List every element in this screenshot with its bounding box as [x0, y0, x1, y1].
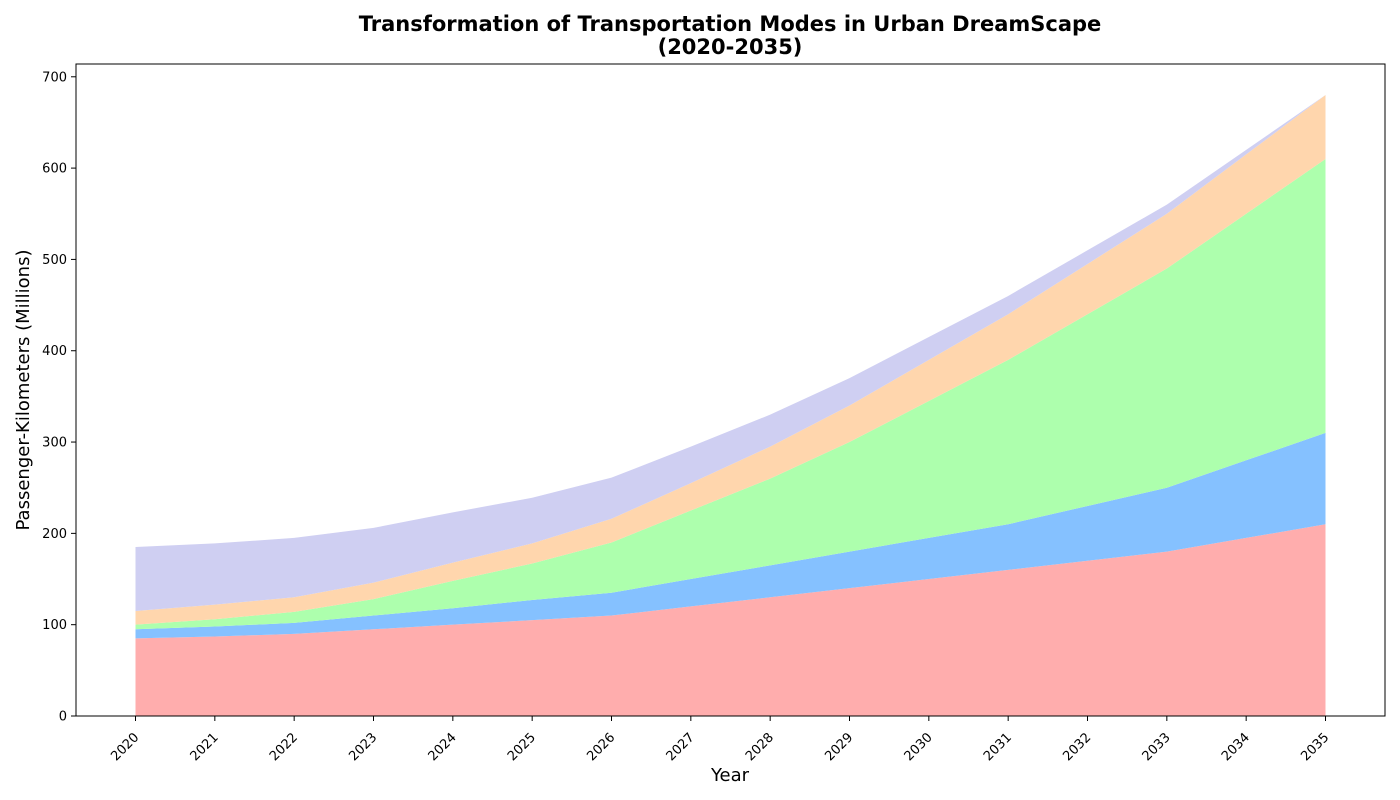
- x-tick-label: 2027: [664, 730, 698, 764]
- chart-title-line-1: Transformation of Transportation Modes i…: [359, 12, 1102, 36]
- plot-frame: [75, 63, 1386, 717]
- x-tick-label: 2022: [267, 730, 301, 764]
- area-series-5: [135, 95, 1326, 611]
- x-tick-label: 2031: [981, 730, 1015, 764]
- x-tick-label: 2028: [743, 730, 777, 764]
- y-tick-label: 600: [42, 162, 67, 177]
- axes-layer: [75, 63, 1386, 717]
- x-tick-label: 2021: [188, 730, 222, 764]
- y-tick-label: 700: [42, 70, 67, 85]
- x-axis-label: Year: [710, 765, 750, 786]
- chart-title-line-2: (2020-2035): [658, 35, 803, 59]
- y-tick-label: 100: [42, 618, 67, 633]
- y-tick-label: 200: [42, 527, 67, 542]
- area-series-2: [135, 432, 1326, 639]
- area-series-3: [135, 158, 1326, 630]
- y-tick-label: 500: [42, 253, 67, 268]
- x-tick-label: 2020: [108, 730, 142, 764]
- x-axis-ticks: 2020 2021 2022 2023 2024 2025 2026 2027 2028 2029…: [108, 716, 1332, 764]
- x-tick-label: 2034: [1219, 730, 1253, 764]
- y-axis-label: Passenger-Kilometers (Millions): [13, 250, 34, 531]
- y-tick-label: 400: [42, 344, 67, 359]
- areas-layer: [135, 95, 1326, 716]
- y-axis-ticks: 0 100 200 300 400 500 600 700: [42, 70, 76, 725]
- y-tick-label: 0: [59, 710, 67, 725]
- y-tick-label: 300: [42, 436, 67, 451]
- x-tick-label: 2035: [1298, 730, 1332, 764]
- area-series-1: [135, 524, 1326, 716]
- x-tick-label: 2029: [822, 730, 856, 764]
- x-tick-label: 2033: [1140, 730, 1174, 764]
- x-tick-label: 2025: [505, 730, 539, 764]
- x-tick-label: 2030: [902, 730, 936, 764]
- x-tick-label: 2026: [584, 730, 618, 764]
- x-tick-label: 2023: [346, 730, 380, 764]
- x-tick-label: 2024: [426, 730, 460, 764]
- x-tick-label: 2032: [1060, 730, 1094, 764]
